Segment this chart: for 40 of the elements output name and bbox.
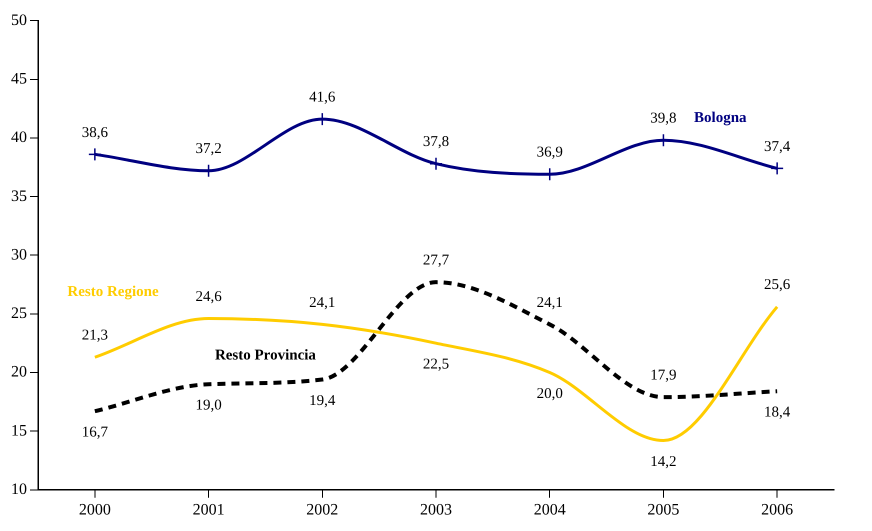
data-label: 38,6 bbox=[82, 124, 108, 141]
x-tick-label: 2004 bbox=[534, 502, 566, 519]
y-tick-label: 30 bbox=[11, 246, 27, 264]
y-tick-label: 20 bbox=[11, 364, 27, 381]
data-label: 37,2 bbox=[195, 141, 222, 158]
data-label: 39,8 bbox=[650, 110, 677, 127]
data-label: 16,7 bbox=[82, 424, 108, 441]
data-label: 24,6 bbox=[195, 288, 222, 305]
data-label: 25,6 bbox=[764, 277, 791, 294]
data-label: 41,6 bbox=[309, 90, 336, 106]
y-tick-label: 15 bbox=[11, 422, 27, 440]
data-label: 14,2 bbox=[650, 454, 677, 470]
data-label: 18,4 bbox=[764, 404, 791, 421]
y-tick-label: 40 bbox=[11, 129, 27, 146]
data-label: 37,4 bbox=[764, 138, 791, 155]
data-label: 19,0 bbox=[195, 398, 222, 414]
x-tick-label: 2000 bbox=[78, 502, 111, 519]
y-tick-label: 50 bbox=[11, 12, 27, 29]
x-tick-label: 2002 bbox=[306, 502, 338, 519]
y-tick-label: 10 bbox=[11, 481, 27, 498]
data-label: 24,1 bbox=[309, 294, 336, 311]
data-label: 19,4 bbox=[309, 392, 336, 409]
data-label: 37,8 bbox=[422, 134, 450, 150]
data-label: 17,9 bbox=[650, 368, 677, 384]
data-label: 21,3 bbox=[82, 328, 108, 344]
y-tick-label: 35 bbox=[11, 188, 27, 205]
x-tick-label: 2005 bbox=[647, 502, 680, 519]
series-label: Bologna bbox=[694, 110, 748, 126]
y-tick-label: 25 bbox=[11, 305, 27, 322]
x-tick-label: 2003 bbox=[420, 502, 452, 519]
series-label: Resto Regione bbox=[67, 284, 159, 300]
x-tick-label: 2006 bbox=[761, 502, 794, 519]
data-label: 20,0 bbox=[536, 386, 563, 402]
x-tick-label: 2001 bbox=[192, 502, 225, 519]
data-label: 22,5 bbox=[422, 356, 450, 373]
y-tick-label: 45 bbox=[11, 70, 27, 88]
data-label: 36,9 bbox=[536, 144, 563, 161]
series-label: Resto Provincia bbox=[214, 347, 316, 364]
data-label: 24,1 bbox=[536, 294, 563, 311]
data-label: 27,7 bbox=[422, 252, 450, 269]
